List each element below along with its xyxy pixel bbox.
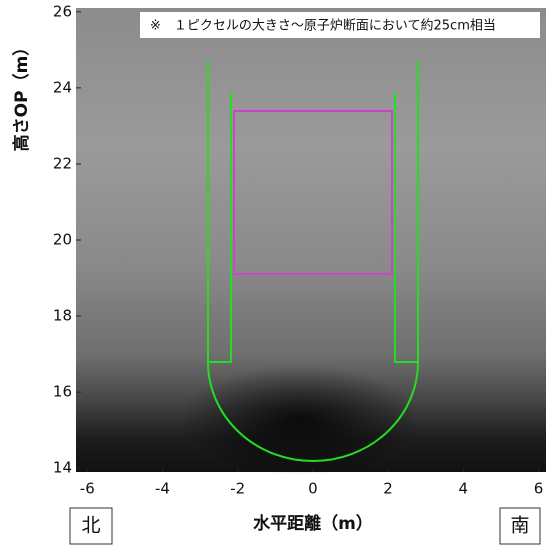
- x-tick-label: -4: [155, 480, 170, 498]
- north-box: [69, 507, 113, 545]
- south-label: 南: [510, 515, 529, 537]
- x-axis-label: 水平距離（m）: [253, 513, 373, 534]
- north-label: 北: [81, 515, 100, 537]
- x-tick-label: -6: [80, 480, 95, 498]
- y-tick-label: 24: [53, 78, 72, 96]
- y-tick-label: 18: [53, 307, 72, 325]
- annotation-box: [140, 12, 540, 38]
- x-tick-label: 4: [459, 480, 469, 498]
- y-tick-label: 16: [53, 383, 72, 401]
- x-tick-label: -2: [230, 480, 245, 498]
- region-of-interest: [233, 110, 393, 275]
- annotation: ※ １ピクセルの大きさ～原子炉断面において約25cm相当: [150, 19, 496, 34]
- south-box: [499, 507, 541, 545]
- dark-region: [180, 365, 420, 475]
- x-tick-label: 0: [308, 480, 318, 498]
- y-tick-label: 14: [53, 459, 72, 477]
- reactor-outline: [207, 61, 419, 462]
- x-tick-label: 6: [534, 480, 544, 498]
- x-tick-label: 2: [383, 480, 393, 498]
- y-tick-label: 26: [53, 2, 72, 20]
- y-tick-label: 22: [53, 154, 72, 172]
- y-axis-label: 高さOP（m）: [11, 39, 32, 152]
- y-tick-label: 20: [53, 231, 72, 249]
